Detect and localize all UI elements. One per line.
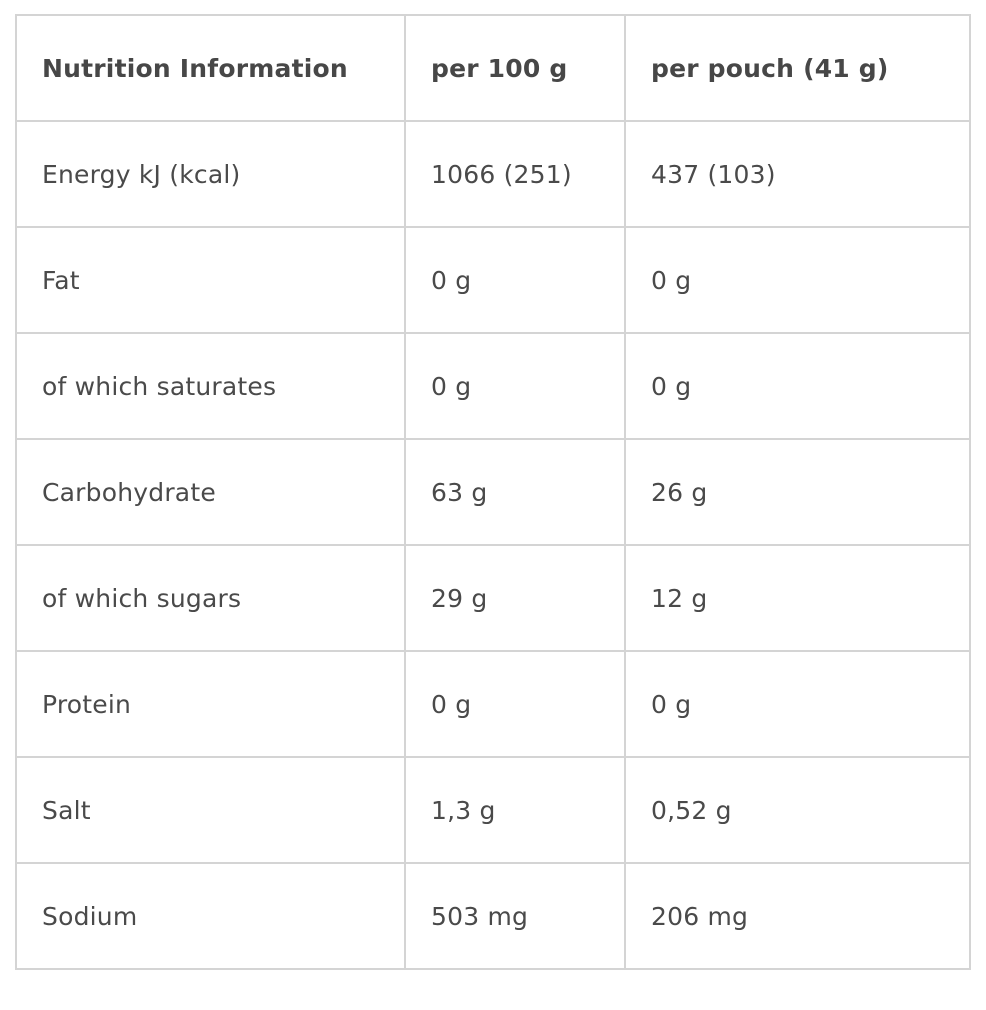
row-label: Carbohydrate [15, 438, 406, 546]
table-row-saturates: of which saturates 0 g 0 g [15, 332, 971, 440]
header-per-pouch: per pouch (41 g) [624, 14, 971, 122]
row-value-per-100g: 0 g [404, 332, 626, 440]
row-value-per-pouch: 0,52 g [624, 756, 971, 864]
row-value-per-100g: 1066 (251) [404, 120, 626, 228]
row-value-per-100g: 0 g [404, 650, 626, 758]
row-value-per-pouch: 12 g [624, 544, 971, 652]
row-value-per-100g: 63 g [404, 438, 626, 546]
row-value-per-100g: 0 g [404, 226, 626, 334]
table-row-fat: Fat 0 g 0 g [15, 226, 971, 334]
table-row-sugars: of which sugars 29 g 12 g [15, 544, 971, 652]
table-header-row: Nutrition Information per 100 g per pouc… [15, 14, 971, 122]
row-value-per-pouch: 0 g [624, 332, 971, 440]
row-label: of which saturates [15, 332, 406, 440]
row-label: Energy kJ (kcal) [15, 120, 406, 228]
nutrition-table: Nutrition Information per 100 g per pouc… [15, 14, 971, 970]
row-value-per-pouch: 206 mg [624, 862, 971, 970]
row-value-per-100g: 503 mg [404, 862, 626, 970]
row-label: Protein [15, 650, 406, 758]
row-value-per-100g: 29 g [404, 544, 626, 652]
row-label: Salt [15, 756, 406, 864]
row-label: Fat [15, 226, 406, 334]
row-label: of which sugars [15, 544, 406, 652]
row-value-per-pouch: 0 g [624, 650, 971, 758]
table-row-salt: Salt 1,3 g 0,52 g [15, 756, 971, 864]
table-row-energy: Energy kJ (kcal) 1066 (251) 437 (103) [15, 120, 971, 228]
header-per-100g: per 100 g [404, 14, 626, 122]
header-nutrient: Nutrition Information [15, 14, 406, 122]
row-label: Sodium [15, 862, 406, 970]
table-row-sodium: Sodium 503 mg 206 mg [15, 862, 971, 970]
table-row-carbohydrate: Carbohydrate 63 g 26 g [15, 438, 971, 546]
row-value-per-pouch: 437 (103) [624, 120, 971, 228]
table-row-protein: Protein 0 g 0 g [15, 650, 971, 758]
row-value-per-100g: 1,3 g [404, 756, 626, 864]
row-value-per-pouch: 26 g [624, 438, 971, 546]
row-value-per-pouch: 0 g [624, 226, 971, 334]
